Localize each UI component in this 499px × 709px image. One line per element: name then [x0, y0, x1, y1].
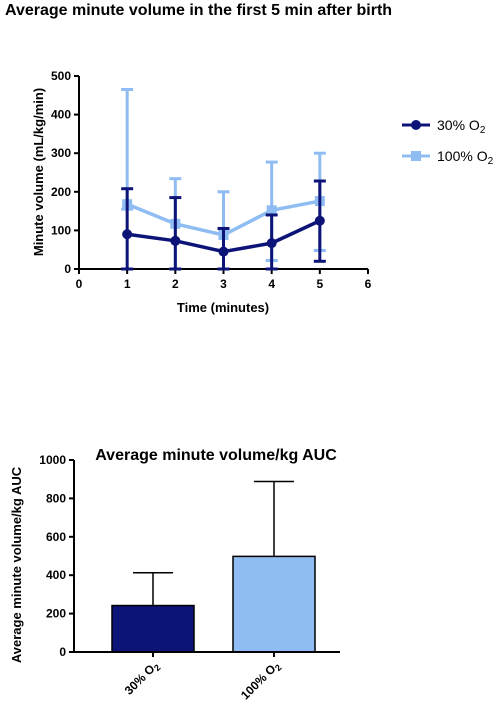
y-tick-label: 400 — [46, 568, 66, 582]
y-tick-label: 400 — [51, 108, 71, 122]
bar-chart-x-labels: 30% O2 100% O2 — [122, 652, 284, 704]
x-tick-label: 5 — [316, 277, 323, 291]
y-tick-label: 200 — [46, 607, 66, 621]
y-tick-label: 200 — [51, 185, 71, 199]
data-point — [266, 205, 277, 216]
bar-chart-y-axis-title: Average minute volume/kg AUC — [9, 466, 24, 663]
y-tick-label: 100 — [51, 223, 71, 237]
y-tick-label: 300 — [51, 146, 71, 160]
legend-100-o2-marker — [411, 151, 421, 161]
data-point — [122, 229, 133, 240]
x-tick-label: 100% O2 — [238, 658, 284, 704]
y-tick-label: 1000 — [39, 453, 66, 467]
x-tick-label: 4 — [268, 277, 275, 291]
bar — [111, 604, 195, 653]
bar-chart: Average minute volume/kg AUC Average min… — [9, 447, 340, 704]
legend-item-100-o2: 100% O2 — [402, 148, 494, 167]
data-point — [266, 238, 277, 249]
x-tick-label: 2 — [172, 277, 179, 291]
y-tick-label: 800 — [46, 491, 66, 505]
data-point — [170, 235, 181, 246]
y-tick-label: 500 — [51, 69, 71, 83]
series-1 — [121, 179, 326, 271]
legend-100-o2-label: 100% O2 — [437, 148, 494, 167]
x-tick-label: 1 — [124, 277, 131, 291]
x-tick-label: 0 — [76, 277, 83, 291]
data-point — [218, 246, 229, 257]
line-chart-title: Average minute volume in the first 5 min… — [5, 2, 392, 19]
y-tick-label: 0 — [64, 262, 71, 276]
legend-item-30-o2: 30% O2 — [402, 117, 486, 136]
x-tick-label: 3 — [220, 277, 227, 291]
bar — [232, 555, 316, 653]
line-chart-x-axis-title: Time (minutes) — [177, 300, 269, 315]
data-point — [314, 215, 325, 226]
legend-30-o2-marker — [411, 120, 421, 130]
line-chart-legend: 30% O2 100% O2 — [402, 117, 494, 167]
line-chart-y-ticks: 0 100 200 300 400 500 — [51, 69, 79, 276]
line-chart-x-ticks: 0 1 2 3 4 5 6 — [76, 269, 372, 291]
legend-30-o2-label: 30% O2 — [437, 117, 486, 136]
x-tick-label: 6 — [365, 277, 372, 291]
line-chart: Average minute volume in the first 5 min… — [5, 2, 494, 315]
bar-chart-bars — [111, 480, 316, 653]
y-tick-label: 600 — [46, 530, 66, 544]
bar-chart-y-ticks: 0 200 400 600 800 1000 — [39, 453, 74, 659]
x-tick-label: 30% O2 — [122, 658, 163, 699]
bar-chart-title: Average minute volume/kg AUC — [95, 447, 337, 464]
line-chart-y-axis-title: Minute volume (mL/kg/min) — [31, 88, 46, 256]
y-tick-label: 0 — [59, 645, 66, 659]
line-chart-plot-area — [121, 88, 326, 271]
